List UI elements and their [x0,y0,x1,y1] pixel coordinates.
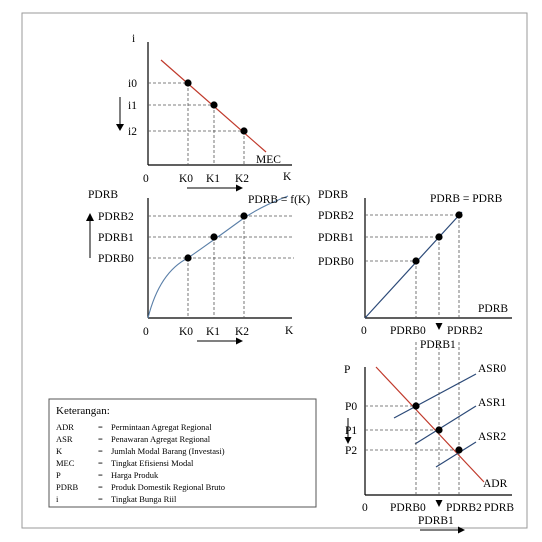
legend-abbr: P [56,470,61,480]
prod-xtick-0: K0 [179,326,193,338]
legend-desc: Harga Produk [111,470,159,480]
prod-origin: 0 [143,326,149,338]
legend-eq: = [98,494,103,504]
ident-point-0 [412,257,420,265]
mec-xtick-2: K2 [235,173,249,185]
prod-x-title: K [285,325,294,337]
prod-up-arrow [86,213,94,258]
legend-abbr: i [56,494,59,504]
market-point-1 [435,426,443,434]
market-down-arrow [344,418,352,444]
prod-right-arrow [197,337,243,345]
prod-ytick-2: PDRB2 [98,211,134,223]
market-supply-0 [393,373,477,419]
mec-xtick-0: K0 [179,173,193,185]
market-y-title: P [344,364,350,376]
legend-eq: = [98,470,103,480]
ident-x-title: PDRB [478,303,508,315]
prod-curve [147,195,289,319]
ident-point-2 [455,211,463,219]
mec-x-title: K [283,171,292,183]
market-supply-1 [414,405,477,445]
market-right-arrow [420,526,465,534]
market-tick-down-arrow [435,500,443,507]
legend-box [48,398,317,508]
panel-identity: PDRB PDRB 0 PDRB0 PDRB1 PDRB2 PDRB0 PDRB… [318,189,512,351]
ident-ytick-2: PDRB2 [318,210,354,222]
mec-ytick-2: i2 [128,126,137,138]
market-xtick-0: PDRB0 [390,502,426,514]
prod-ytick-0: PDRB0 [98,253,134,265]
legend-abbr: MEC [56,458,75,468]
prod-point-1 [210,233,218,241]
ident-xtick-2: PDRB2 [447,325,483,337]
market-supply-2 [435,441,477,468]
market-ytick-2: P2 [345,445,357,457]
legend-abbr: PDRB [56,482,79,492]
prod-y-title: PDRB [88,189,118,201]
prod-xtick-2: K2 [235,326,249,338]
legend-eq: = [98,458,103,468]
ident-xtick-1: PDRB1 [420,339,456,351]
ident-line [364,211,463,319]
mec-down-arrow [116,97,124,131]
market-supply-label-1: ASR1 [478,397,506,409]
market-point-2 [455,446,463,454]
legend-desc: Penawaran Agregat Regional [111,434,211,444]
outer-frame [21,12,528,529]
legend-eq: = [98,422,103,432]
market-point-0 [412,402,420,410]
legend-desc: Produk Domestik Regional Bruto [111,482,225,492]
legend-abbr: ADR [56,422,74,432]
market-ytick-0: P0 [345,401,357,413]
mec-xtick-1: K1 [206,173,220,185]
market-ytick-1: P1 [345,425,357,437]
panel-market: P PDRB 0 P0 P1 P2 PDRB0 PDRB1 PDRB2 ASR0… [344,342,514,534]
market-xtick-2: PDRB2 [446,502,482,514]
legend-desc: Tingkat Bunga Riil [111,494,177,504]
legend-abbr: ASR [56,434,73,444]
market-demand-label: ADR [483,478,508,490]
legend: Keterangan: ADR = Permintaan Agregat Reg… [48,398,317,508]
legend-title: Keterangan: [56,405,110,417]
legend-eq: = [98,446,103,456]
prod-point-0 [184,254,192,262]
ident-ytick-0: PDRB0 [318,256,354,268]
market-x-title: PDRB [484,502,514,514]
prod-point-2 [240,212,248,220]
mec-origin: 0 [143,173,149,185]
mec-curve-label: MEC [256,154,281,166]
ident-curve-label: PDRB = PDRB [430,193,503,205]
mec-ytick-0: i0 [128,78,137,90]
ident-down-arrow [435,323,443,330]
market-supply-label-2: ASR2 [478,431,506,443]
mec-point-0 [184,79,192,87]
prod-xtick-1: K1 [206,326,220,338]
legend-eq: = [98,482,103,492]
legend-eq: = [98,434,103,444]
ident-xtick-0: PDRB0 [390,325,426,337]
legend-desc: Jumlah Modal Barang (Investasi) [111,446,225,456]
market-xtick-1: PDRB1 [418,515,454,527]
market-demand-curve [375,366,485,483]
panel-production: PDRB K 0 PDRB0 PDRB1 PDRB2 K0 K1 K2 PDRB… [86,189,310,345]
legend-desc: Permintaan Agregat Regional [111,422,212,432]
ident-point-1 [435,233,443,241]
market-supply-label-0: ASR0 [478,363,506,375]
mec-y-title: i [132,33,135,45]
mec-point-1 [210,101,218,109]
mec-point-2 [240,127,248,135]
prod-curve-label: PDRB = f(K) [248,194,310,206]
prod-ytick-1: PDRB1 [98,232,134,244]
mec-ytick-1: i1 [128,100,137,112]
ident-y-title: PDRB [318,189,348,201]
panel-mec: i K 0 i0 i1 i2 K0 K1 K2 MEC [116,33,292,192]
mec-right-arrow [187,184,243,192]
legend-abbr: K [56,446,63,456]
ident-origin: 0 [361,325,367,337]
market-origin: 0 [362,502,368,514]
ident-ytick-1: PDRB1 [318,232,354,244]
legend-desc: Tingkat Efisiensi Modal [111,458,194,468]
